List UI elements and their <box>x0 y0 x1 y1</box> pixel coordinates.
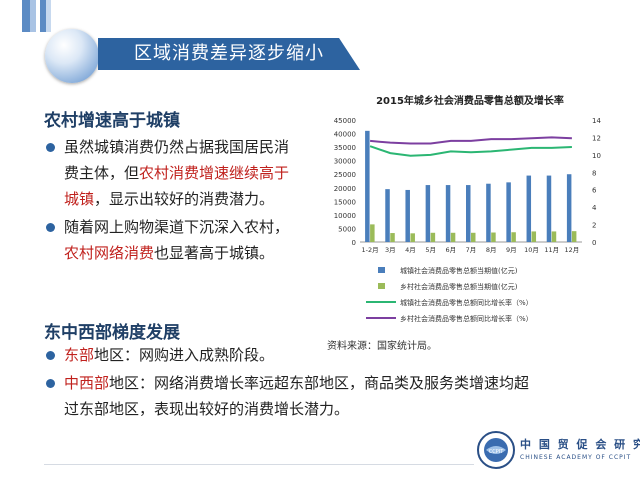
section1-line: 虽然城镇消费仍然占据我国居民消 <box>64 134 289 160</box>
source-note: 资料来源：国家统计局。 <box>327 341 437 352</box>
body-text-segment: 虽然城镇消费仍然占据我国居民消 <box>64 138 290 156</box>
highlight-text: 农村消费增速继续高于 <box>139 164 290 182</box>
y-right-tick-label: 2 <box>592 222 596 230</box>
x-tick-label: 9月 <box>506 246 517 254</box>
section1-line: 城镇，显示出较好的消费潜力。 <box>64 186 274 212</box>
bar <box>390 233 395 242</box>
body-text-segment: 费主体，但 <box>64 164 140 182</box>
legend-label: 乡村社会消费品零售总额当期值(亿元) <box>400 282 518 291</box>
bar <box>526 175 532 242</box>
x-tick-label: 1-2月 <box>362 246 379 254</box>
section1-heading: 农村增速高于城镇 <box>44 111 180 131</box>
x-tick-label: 12月 <box>565 246 580 254</box>
x-tick-label: 3月 <box>385 246 396 254</box>
bar <box>486 183 491 242</box>
bar <box>466 185 471 242</box>
legend-label: 城镇社会消费品零售总额当期值(亿元) <box>400 266 518 275</box>
bar <box>410 233 415 242</box>
slide-title: 区域消费差异逐步缩小 <box>134 43 324 64</box>
x-tick-label: 6月 <box>445 246 456 254</box>
emblem-text: CCPIT <box>489 449 504 455</box>
body-text-segment: 地区：网购进入成熟阶段。 <box>94 346 275 364</box>
bar <box>471 232 476 242</box>
y-left-tick-label: 25000 <box>334 171 356 179</box>
bar <box>430 232 436 242</box>
y-left-tick-label: 10000 <box>334 212 356 220</box>
y-left-tick-label: 0 <box>352 239 356 247</box>
decorative-orb <box>45 29 99 83</box>
bar <box>405 189 410 242</box>
section2-line: 过东部地区，表现出较好的消费增长潜力。 <box>64 396 349 422</box>
section2-line: 东部地区：网购进入成熟阶段。 <box>64 342 274 368</box>
x-tick-label: 11月 <box>544 246 559 254</box>
bar <box>491 232 496 242</box>
bar <box>511 232 516 242</box>
x-tick-label: 7月 <box>466 246 477 254</box>
bar <box>551 231 557 242</box>
bar <box>571 231 577 242</box>
y-right-tick-label: 14 <box>592 117 601 125</box>
bottom-divider <box>44 464 474 465</box>
y-left-tick-label: 35000 <box>334 144 356 152</box>
section2-bullet-dot <box>46 379 55 388</box>
body-text-segment: 过东部地区，表现出较好的消费增长潜力。 <box>64 400 350 418</box>
section2-heading: 东中西部梯度发展 <box>44 323 180 343</box>
y-right-tick-label: 0 <box>592 239 596 247</box>
y-left-tick-label: 45000 <box>334 117 356 125</box>
x-tick-label: 5月 <box>425 246 436 254</box>
y-right-tick-label: 12 <box>592 134 601 142</box>
top-decorative-strip <box>22 0 640 32</box>
body-text-segment: 也显著高于城镇。 <box>154 244 275 262</box>
bar <box>445 185 451 242</box>
bar <box>365 130 370 242</box>
bar <box>370 224 375 242</box>
y-left-tick-label: 40000 <box>334 131 356 139</box>
bar <box>425 185 431 242</box>
y-left-tick-label: 30000 <box>334 158 356 166</box>
body-text-segment: ，显示出较好的消费潜力。 <box>94 190 275 208</box>
title-banner <box>98 38 360 70</box>
x-tick-label: 4月 <box>405 246 416 254</box>
bar <box>566 174 572 242</box>
bar <box>531 231 537 242</box>
body-text-segment: 随着网上购物渠道下沉深入农村， <box>64 218 290 236</box>
y-left-tick-label: 5000 <box>338 225 356 233</box>
x-tick-label: 10月 <box>524 246 539 254</box>
y-right-tick-label: 4 <box>592 204 597 212</box>
section1-bullet-dot <box>46 143 55 152</box>
highlight-text: 东部 <box>64 346 95 364</box>
legend-swatch <box>378 283 385 289</box>
x-tick-label: 8月 <box>486 246 497 254</box>
ccpit-emblem-icon: CCPIT <box>477 431 515 469</box>
section2-line: 中西部地区：网络消费增长率远超东部地区，商品类及服务类增速均超 <box>64 370 529 396</box>
bar <box>450 232 456 242</box>
y-right-tick-label: 6 <box>592 187 597 195</box>
section1-line: 费主体，但农村消费增速继续高于 <box>64 160 289 186</box>
series-line <box>369 145 572 157</box>
bar <box>385 189 390 242</box>
section1-line: 随着网上购物渠道下沉深入农村， <box>64 214 289 240</box>
series-line <box>370 136 572 145</box>
section1-bullet-dot <box>46 223 55 232</box>
legend-swatch <box>378 267 385 273</box>
highlight-text: 城镇 <box>64 190 95 208</box>
y-right-tick-label: 10 <box>592 152 601 160</box>
section1-line: 农村网络消费也显著高于城镇。 <box>64 240 274 266</box>
highlight-text: 农村网络消费 <box>64 244 155 262</box>
legend-label: 城镇社会消费品零售总额同比增长率（%） <box>400 298 533 307</box>
chart-title: 2015年城乡社会消费品零售总额及增长率 <box>376 94 564 107</box>
retail-sales-chart: 2015年城乡社会消费品零售总额及增长率 0 5000 10000 15000 20000… <box>334 94 602 323</box>
y-left-tick-label: 20000 <box>334 185 356 193</box>
logo-title: 中 国 贸 促 会 研 究 院 <box>520 438 640 451</box>
bar <box>506 182 511 242</box>
legend-label: 乡村社会消费品零售总额同比增长率（%） <box>400 314 533 323</box>
logo-subtitle: CHINESE ACADEMY OF CCPIT <box>520 454 632 461</box>
highlight-text: 中西部 <box>64 374 110 392</box>
bar <box>546 175 552 242</box>
y-right-tick-label: 8 <box>592 169 596 177</box>
section2-bullet-dot <box>46 351 55 360</box>
y-left-tick-label: 15000 <box>334 198 356 206</box>
body-text-segment: 地区：网络消费增长率远超东部地区，商品类及服务类增速均超 <box>109 374 530 392</box>
